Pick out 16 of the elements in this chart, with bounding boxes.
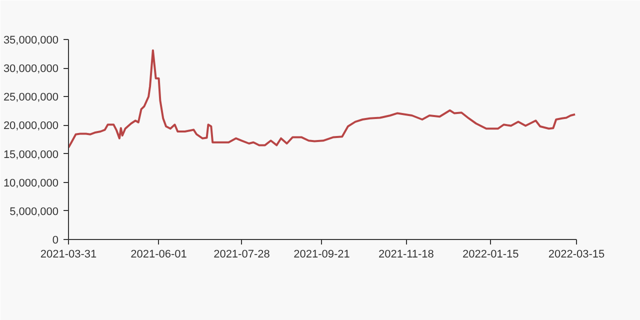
x-tick-label: 2021-06-01 xyxy=(130,248,187,260)
y-tick-label: 0 xyxy=(52,234,59,246)
x-tick-label: 2022-03-15 xyxy=(548,248,605,260)
line-series xyxy=(68,49,576,148)
y-tick-label: 5,000,000 xyxy=(10,206,58,218)
y-tick-label: 25,000,000 xyxy=(3,92,59,104)
x-tick-label: 2021-11-18 xyxy=(378,248,434,260)
y-tick-label: 15,000,000 xyxy=(3,148,59,161)
x-tick-label: 2021-07-28 xyxy=(214,248,270,260)
y-tick-label: 10,000,000 xyxy=(3,177,59,190)
x-tick-label: 2021-03-31 xyxy=(40,248,97,260)
x-tick-label: 2021-09-21 xyxy=(294,248,350,260)
y-tick-label: 20,000,000 xyxy=(3,120,59,132)
x-tick-label: 2022-01-15 xyxy=(462,248,519,260)
y-tick-label: 30,000,000 xyxy=(3,63,59,76)
y-tick-label: 35,000,000 xyxy=(3,34,59,46)
